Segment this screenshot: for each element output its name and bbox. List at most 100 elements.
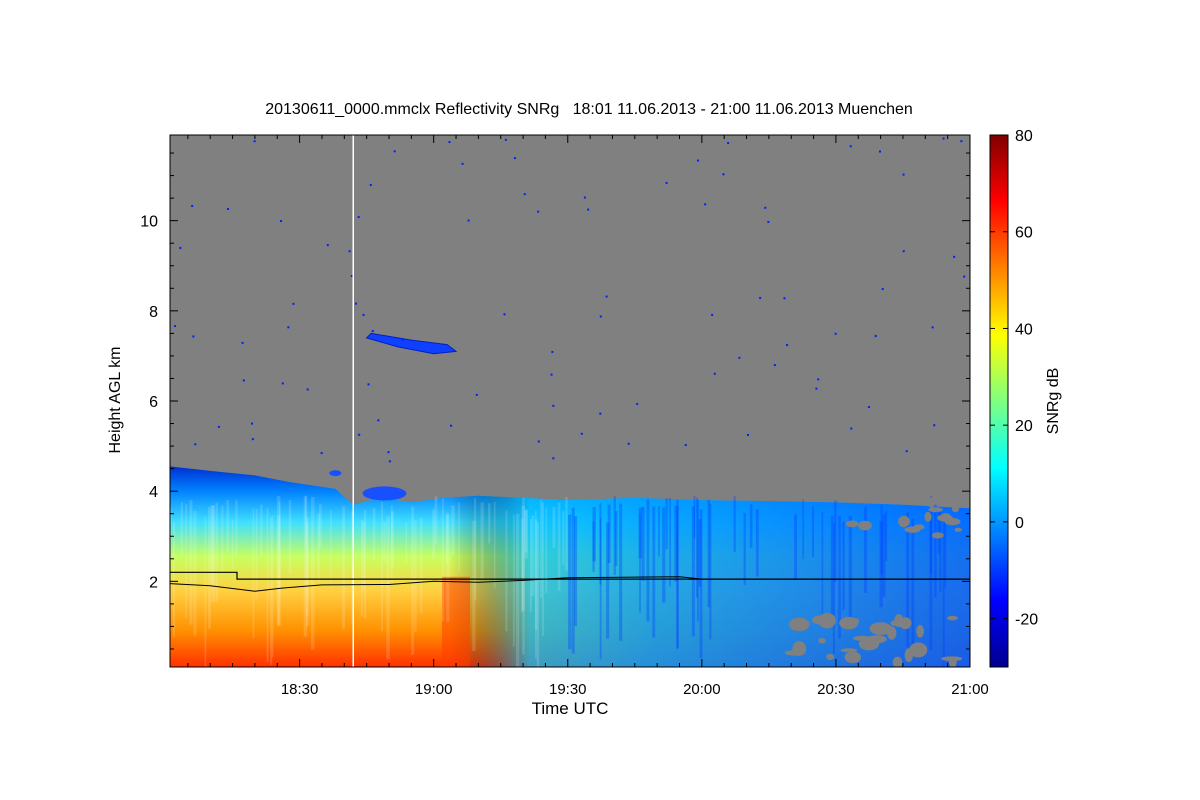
noise-speckle (241, 341, 244, 344)
noise-speckle (905, 450, 908, 453)
noise-speckle (450, 424, 453, 427)
noise-speckle (179, 246, 182, 249)
no-signal-patch (894, 614, 904, 628)
noise-speckle (192, 335, 195, 338)
fall-streak (707, 499, 711, 608)
fall-streak (383, 521, 386, 563)
high-cloud (365, 332, 458, 355)
fall-streak (552, 506, 556, 548)
fall-streak (277, 515, 281, 626)
fall-streak (488, 503, 491, 544)
fall-streak (842, 521, 845, 610)
no-signal-patch (858, 520, 872, 531)
fall-streak (306, 517, 309, 626)
no-signal-patch (904, 648, 914, 663)
fall-streak (885, 511, 888, 562)
fall-streak (390, 505, 393, 584)
noise-speckle (393, 150, 396, 153)
fall-streak (937, 509, 940, 554)
noise-speckle (504, 138, 507, 141)
fall-streak (571, 507, 575, 654)
noise-speckle (599, 412, 602, 415)
fall-streak (434, 496, 438, 544)
fall-streak (189, 499, 193, 625)
fall-streak (534, 510, 537, 659)
fall-streak (832, 522, 835, 654)
y-tick-label: 2 (149, 574, 158, 591)
no-signal-patch (892, 656, 903, 667)
fall-streak (674, 505, 678, 582)
fall-streak (360, 519, 363, 617)
precipitation-echo-fade (170, 466, 970, 667)
noise-speckle (326, 244, 329, 247)
noise-speckle (467, 219, 470, 222)
fall-streak (699, 509, 703, 658)
fall-streak (414, 520, 417, 633)
noise-speckle (747, 433, 750, 436)
noise-speckle (475, 393, 478, 396)
fall-streak (848, 515, 853, 625)
fall-streak (639, 513, 641, 613)
noise-speckle (942, 137, 945, 140)
colorbar-tick-label: 60 (1015, 225, 1033, 242)
colorbar-tick-label: -20 (1015, 612, 1038, 629)
noise-speckle (354, 302, 357, 305)
fall-streak (802, 499, 804, 560)
noise-speckle (878, 150, 881, 153)
fall-streak (812, 506, 815, 558)
fall-streak (606, 522, 610, 639)
no-signal-patch (947, 615, 958, 621)
fall-streak (934, 504, 937, 598)
fall-streak (180, 502, 183, 557)
y-tick-label: 4 (149, 484, 158, 501)
no-signal-patch (850, 617, 860, 625)
fall-streak (303, 495, 308, 637)
colorbar-scale (989, 134, 1009, 668)
fall-streak (208, 506, 211, 629)
fall-streak (693, 495, 696, 539)
noise-speckle (697, 159, 700, 162)
fall-streak (615, 511, 618, 566)
fall-streak (665, 498, 668, 549)
noise-speckle (281, 382, 284, 385)
noise-speckle (388, 460, 391, 463)
fall-streak (646, 499, 650, 622)
fall-streak (362, 521, 366, 591)
y-axis: 2 4 6 8 10 (140, 152, 970, 650)
fall-streak (288, 500, 292, 574)
echo-layer (170, 332, 970, 667)
no-signal-patch (858, 637, 880, 651)
fall-streak (755, 508, 759, 577)
noise-speckle (371, 330, 374, 333)
fall-streak (695, 497, 698, 598)
no-signal-patch (928, 507, 943, 513)
colorbar-ticks: -20 0 20 40 60 80 (990, 128, 1038, 629)
noise-speckle (358, 433, 361, 436)
noise-speckle (767, 220, 770, 223)
noise-speckle (713, 372, 716, 375)
fall-streak (276, 496, 281, 626)
fall-streak (193, 510, 197, 636)
colorbar-tick-label: 20 (1015, 418, 1033, 435)
no-signal-patch (845, 520, 859, 528)
no-signal-patch (788, 617, 810, 632)
noise-speckle (250, 422, 253, 425)
fall-streak (929, 495, 933, 574)
noise-speckle (902, 250, 905, 253)
fall-streak (929, 503, 933, 650)
rain-core (442, 576, 471, 667)
fall-streak (505, 510, 508, 632)
fall-streak (697, 499, 699, 622)
noise-speckle (874, 334, 877, 337)
fall-streak (524, 510, 528, 553)
fall-streak (540, 499, 543, 598)
fall-streak (317, 513, 321, 582)
fall-streak (658, 506, 660, 557)
fall-streak (310, 497, 315, 650)
fall-streak (592, 521, 595, 572)
noise-speckle (834, 332, 837, 335)
fall-streak (619, 503, 623, 641)
colorbar-tick-label: 80 (1015, 128, 1033, 145)
x-tick-label: 19:00 (415, 681, 453, 698)
noise-speckle (251, 438, 254, 441)
